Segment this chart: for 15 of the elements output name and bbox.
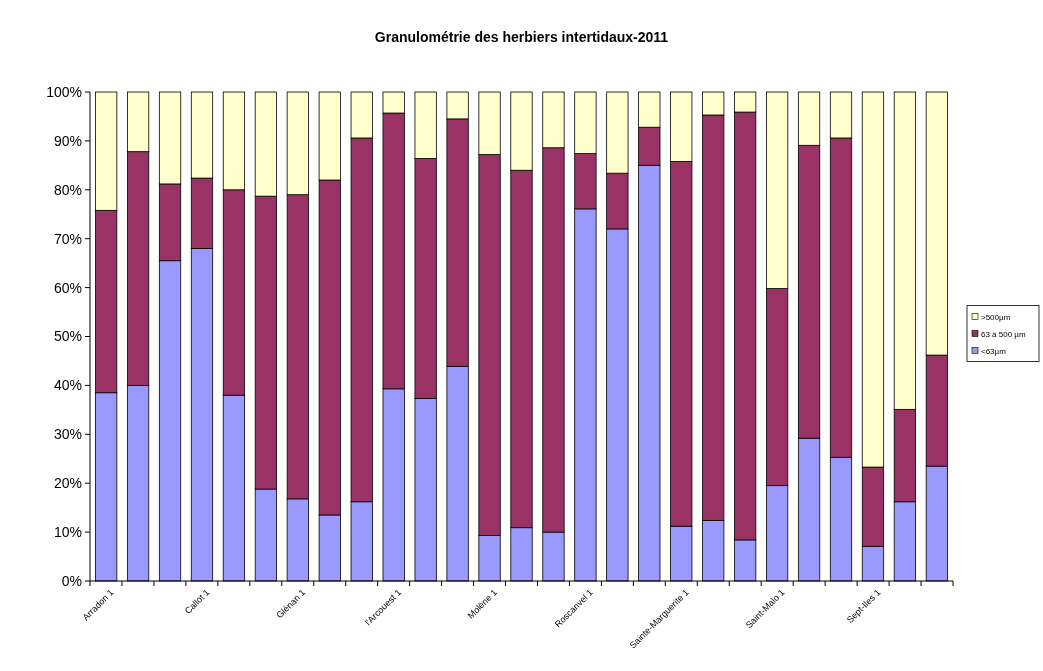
y-tick-label: 30% [53,426,82,443]
y-tick-label: 100% [46,83,82,100]
y-tick-label: 10% [53,524,82,540]
y-tick-label: 50% [53,328,82,345]
legend-label: 63 à 500 µm [981,329,1026,339]
legend-label: >500µm [981,312,1011,322]
chart-title: Granulométrie des herbiers intertidaux-2011 [374,29,669,45]
y-tick-label: 20% [53,475,82,492]
y-tick-label: 0% [61,572,82,589]
y-tick-label: 40% [53,377,82,394]
legend-label: <63µm [981,346,1007,356]
y-tick-label: 70% [53,230,82,247]
y-tick-label: 60% [53,279,82,296]
y-tick-label: 80% [53,181,82,198]
y-tick-label: 90% [53,132,82,149]
